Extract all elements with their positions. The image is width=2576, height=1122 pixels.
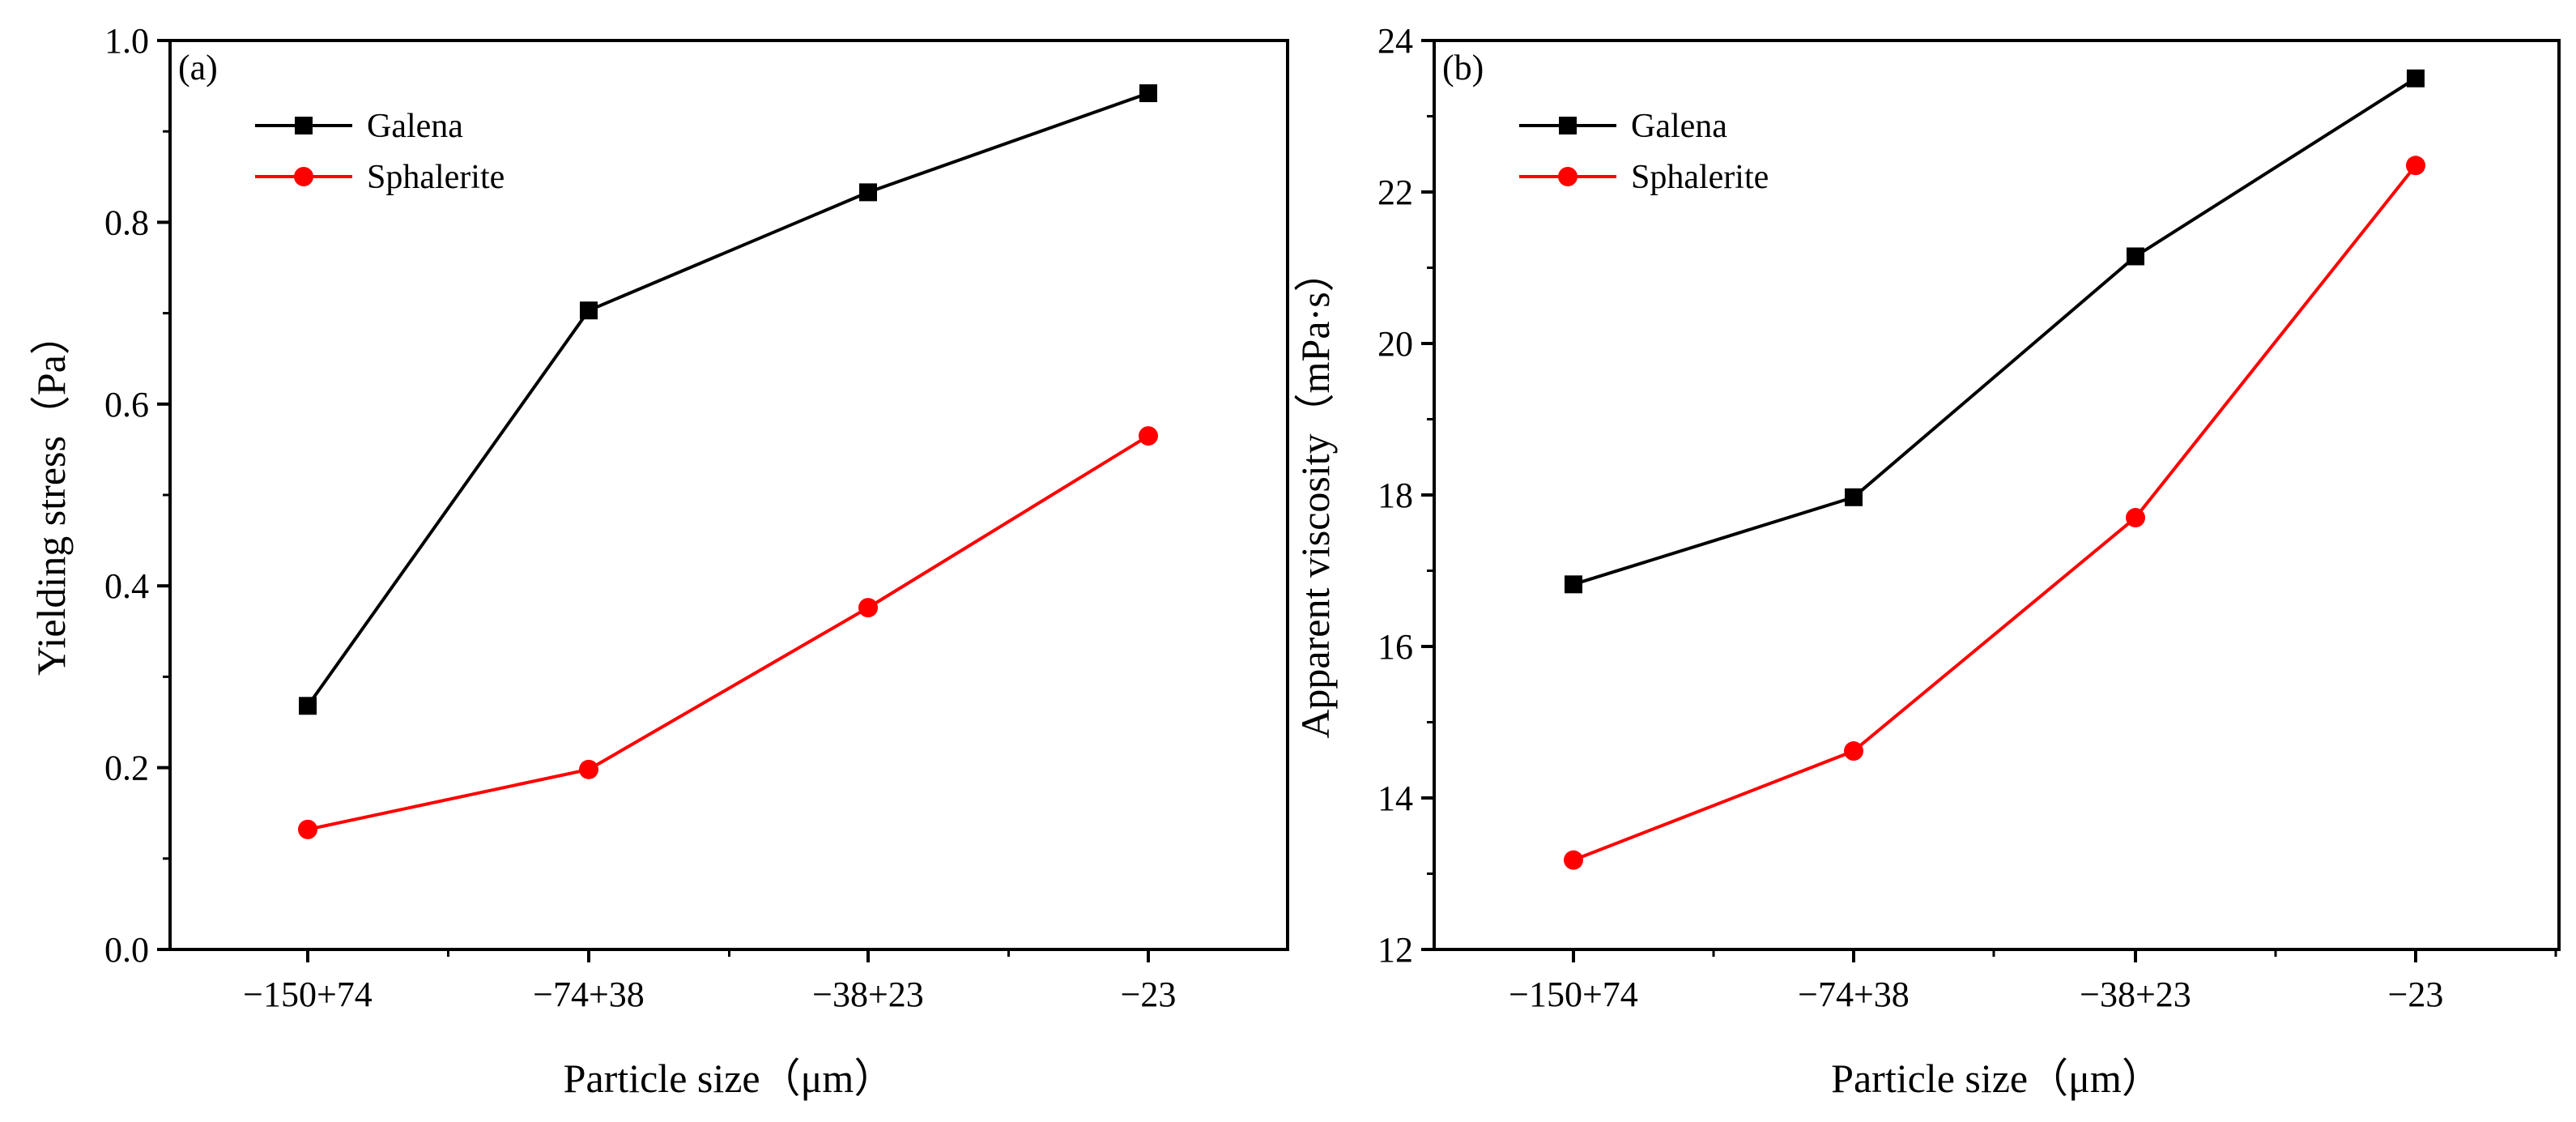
series-line-galena [1573,77,2417,587]
y-axis-title: Yielding stress（Pa） [28,314,74,676]
x-axis-title: Particle size（μm） [564,1056,895,1101]
legend-marker [294,167,313,186]
legend-label: Galena [1631,108,1727,145]
data-point-galena [580,301,598,320]
data-point-galena [299,697,317,715]
y-tick-label: 20 [1377,324,1413,364]
data-point-sphalerite [1139,426,1158,446]
y-tick-label: 14 [1377,779,1413,818]
legend-label: Sphalerite [1631,159,1769,196]
y-tick-label: 0.8 [104,203,149,242]
data-point-sphalerite [2406,156,2425,176]
legend-marker [1559,117,1577,134]
x-tick-label: −38+23 [812,975,924,1014]
y-tick-label: 18 [1377,476,1413,515]
y-tick-label: 1.0 [104,21,149,61]
x-tick-label: −23 [1121,975,1177,1014]
x-tick-label: −38+23 [2080,975,2191,1014]
x-tick-label: −74+38 [1798,975,1910,1014]
series-line-sphalerite [1573,164,2417,862]
data-point-galena [1565,575,1582,594]
data-point-sphalerite [298,819,317,839]
data-point-sphalerite [579,759,598,779]
panel-b [1421,39,2561,962]
y-tick-label: 16 [1377,627,1413,667]
y-tick-label: 12 [1377,930,1413,970]
legend-marker [1558,167,1578,186]
data-point-sphalerite [2126,508,2145,528]
x-tick-label: −74+38 [533,975,645,1014]
series-line-galena [306,92,1149,707]
y-tick-label: 0.2 [104,749,149,788]
data-point-sphalerite [1564,850,1583,870]
data-point-galena [1139,84,1157,103]
panel-a [157,39,1289,962]
y-tick-label: 22 [1377,173,1413,212]
x-tick-label: −23 [2388,975,2444,1014]
data-point-galena [1845,488,1863,506]
legend-label: Galena [367,108,463,145]
data-point-sphalerite [1844,741,1863,762]
y-axis-title: Apparent viscosity（mPa·s） [1292,251,1338,738]
panel-label: (b) [1442,48,1484,87]
panel-label: (a) [178,48,218,87]
y-tick-label: 0.4 [104,566,149,606]
data-point-galena [859,183,877,202]
data-point-galena [2407,69,2425,87]
legend-label: Sphalerite [367,159,505,196]
legend-marker [295,117,313,134]
y-tick-label: 24 [1377,21,1413,61]
x-tick-label: −150+74 [1509,975,1638,1014]
data-point-galena [2127,247,2144,266]
data-point-sphalerite [858,598,878,618]
y-tick-label: 0.6 [104,385,149,424]
y-tick-label: 0.0 [104,930,149,970]
x-tick-label: −150+74 [243,975,373,1014]
x-axis-title: Particle size（μm） [1831,1056,2162,1101]
series-line-sphalerite [307,434,1150,831]
